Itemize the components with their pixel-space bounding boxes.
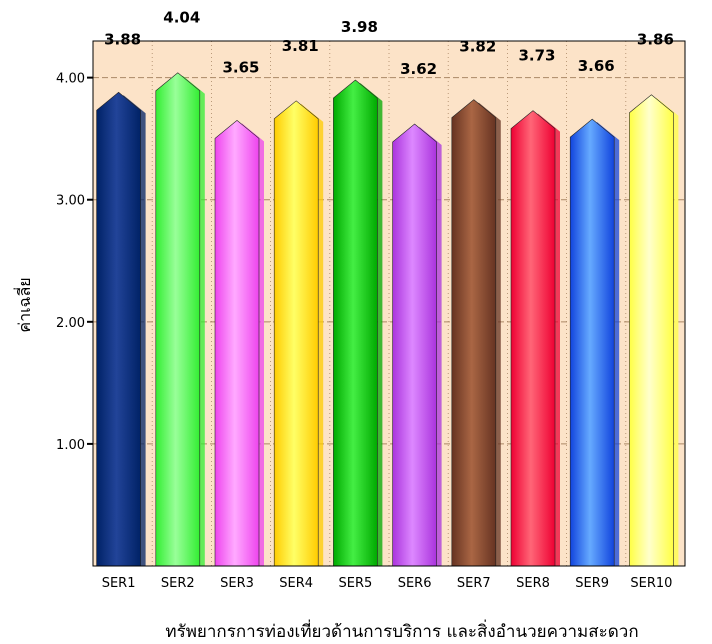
x-tick-label-ser7: SER7: [457, 576, 491, 591]
x-tick-label-ser4: SER4: [279, 576, 313, 591]
bar-ser5: [333, 79, 378, 567]
value-label-ser2: 4.04: [163, 9, 200, 27]
value-label-ser8: 3.73: [518, 47, 555, 65]
y-tick-label: 4.00: [56, 72, 85, 87]
bar-ser3: [214, 119, 260, 567]
x-tick-label-ser9: SER9: [575, 576, 609, 591]
x-tick-label-ser3: SER3: [220, 576, 254, 591]
value-label-ser1: 3.88: [104, 30, 141, 48]
value-label-ser6: 3.62: [400, 60, 437, 78]
bar-ser2: [155, 72, 201, 567]
bars: [96, 72, 679, 567]
plot-border: [92, 40, 686, 567]
x-tick-label-ser6: SER6: [398, 576, 432, 591]
bar-ser6: [392, 123, 437, 567]
x-tick-label-ser8: SER8: [516, 576, 550, 591]
value-label-ser10: 3.86: [637, 31, 674, 49]
bar-ser10: [629, 94, 674, 567]
value-label-ser3: 3.65: [222, 58, 259, 76]
y-tick-label: 3.00: [56, 194, 85, 209]
value-labels: 3.88 4.04 3.65 3.81 3.98 3.62 3.82 3.73 3.66 3.86: [104, 9, 674, 78]
value-label-ser9: 3.66: [578, 57, 615, 75]
value-label-ser4: 3.81: [282, 37, 319, 55]
value-label-ser5: 3.98: [341, 18, 378, 36]
x-tick-label-ser1: SER1: [102, 576, 136, 591]
y-axis: 1.00 2.00 3.00 4.00: [56, 72, 93, 453]
bar-ser9: [569, 118, 615, 567]
value-label-ser7: 3.82: [459, 38, 496, 56]
bar-ser7: [451, 99, 497, 567]
bar-ser8: [510, 110, 556, 567]
y-axis-title: ค่าเฉลี่ย: [13, 277, 34, 332]
x-axis-title: ทรัพยากรการท่องเที่ยวด้านการบริการ และสิ…: [165, 619, 638, 642]
x-tick-label-ser10: SER10: [630, 576, 672, 591]
x-tick-label-ser2: SER2: [161, 576, 195, 591]
x-axis: SER1 SER2 SER3 SER4 SER5 SER6 SER7 SER8 SER9 SER1…: [102, 576, 673, 591]
y-tick-label: 1.00: [56, 438, 85, 453]
bar-ser4: [273, 100, 319, 567]
y-tick-label: 2.00: [56, 316, 85, 331]
x-tick-label-ser5: SER5: [339, 576, 373, 591]
bar-ser1: [96, 91, 141, 567]
